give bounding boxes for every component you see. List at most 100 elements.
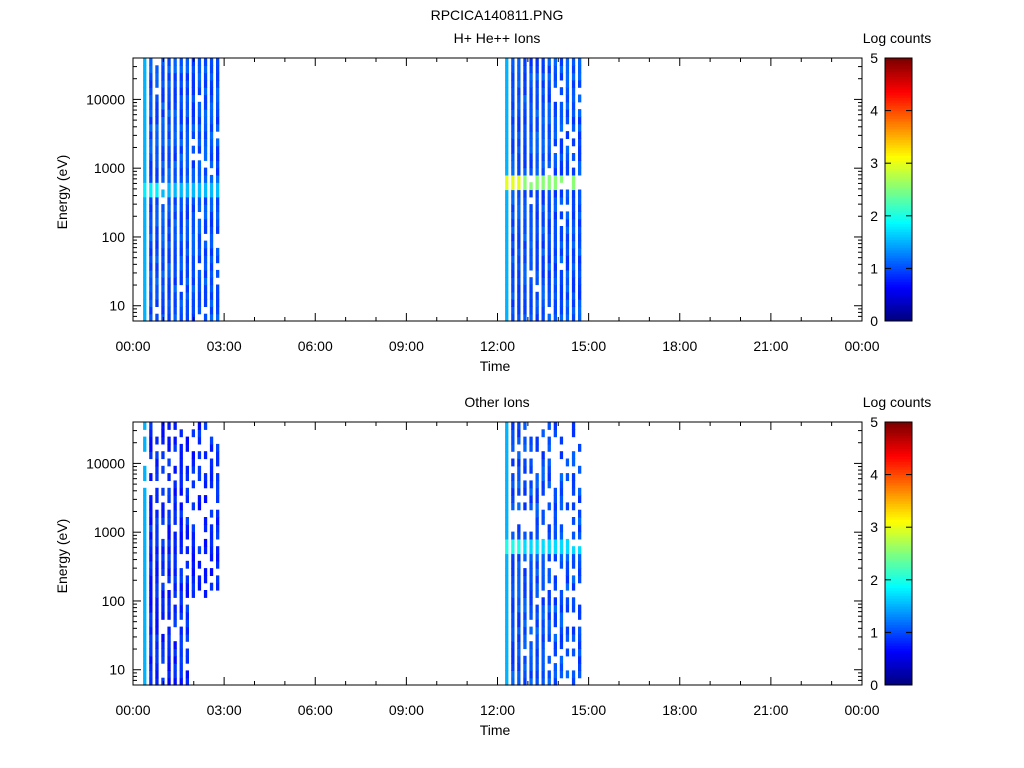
spectrogram-cell xyxy=(541,619,545,628)
spectrogram-cell xyxy=(197,58,202,66)
spectrogram-cell xyxy=(529,153,533,161)
spectrogram-cell xyxy=(535,160,539,169)
spectrogram-cell xyxy=(191,553,195,562)
spectrogram-cell xyxy=(559,473,564,481)
spectrogram-cell xyxy=(203,299,208,307)
spectrogram-cell xyxy=(547,524,551,533)
spectrogram-cell xyxy=(553,123,557,132)
spectrogram-cell xyxy=(571,422,576,430)
spectrogram-cell xyxy=(185,269,189,278)
spectrogram-cell xyxy=(155,299,159,307)
colorbar-segment xyxy=(885,624,912,628)
spectrogram-cell xyxy=(541,582,545,591)
spectrogram-cell xyxy=(143,611,147,620)
spectrogram-cell xyxy=(167,436,171,445)
spectrogram-cell xyxy=(547,575,551,584)
spectrogram-cell xyxy=(149,145,153,154)
spectrogram-cell xyxy=(511,663,515,671)
spectrogram-cell xyxy=(553,269,557,278)
colorbar-segment xyxy=(885,313,912,317)
spectrogram-cell xyxy=(553,240,557,249)
spectrogram-cell xyxy=(559,663,564,671)
spectrogram-cell xyxy=(559,109,564,117)
spectrogram-cell xyxy=(571,101,576,110)
colorbar-segment xyxy=(885,511,912,515)
spectrogram-cell xyxy=(149,306,153,315)
spectrogram-cell xyxy=(167,277,171,286)
spectrogram-cell xyxy=(559,284,564,293)
spectrogram-cell xyxy=(161,655,165,664)
spectrogram-cell xyxy=(155,167,159,176)
spectrogram-cell xyxy=(161,604,165,613)
spectrogram-cell xyxy=(191,575,195,584)
spectrogram-cell xyxy=(173,291,177,300)
spectrogram-cell xyxy=(149,436,153,445)
spectrogram-cell xyxy=(203,546,208,555)
spectrogram-cell xyxy=(547,65,551,74)
spectrogram-cell xyxy=(167,211,171,220)
spectrogram-cell xyxy=(523,269,527,278)
spectrogram-cell xyxy=(191,502,195,511)
colorbar-segment xyxy=(885,556,912,560)
spectrogram-cell xyxy=(571,116,576,125)
spectrogram-cell xyxy=(511,677,515,686)
spectrogram-cell xyxy=(149,597,153,606)
spectrogram-cell xyxy=(523,306,527,315)
spectrogram-cell xyxy=(517,109,521,117)
spectrogram-cell xyxy=(167,160,171,169)
spectrogram-cell xyxy=(505,160,509,169)
colorbar-tick-label: 1 xyxy=(870,624,878,640)
colorbar-segment xyxy=(885,134,912,138)
colorbar-segment xyxy=(885,194,912,198)
spectrogram-cell xyxy=(167,204,171,212)
spectrogram-cell xyxy=(179,480,183,489)
spectrogram-cell xyxy=(203,87,208,96)
colorbar-segment xyxy=(885,590,912,594)
spectrogram-cell xyxy=(529,87,533,96)
colorbar-segment xyxy=(885,448,912,452)
spectrogram-cell xyxy=(185,560,189,569)
spectrogram-cell xyxy=(541,247,545,256)
spectrogram-cell xyxy=(185,655,189,664)
spectrogram-cell xyxy=(547,553,551,562)
colorbar-segment xyxy=(885,500,912,505)
spectrogram-cell xyxy=(529,604,533,613)
spectrogram-cell xyxy=(511,313,515,322)
spectrogram-cell xyxy=(559,611,564,620)
spectrogram-cell xyxy=(179,313,183,322)
spectrogram-cell xyxy=(565,291,570,300)
spectrogram-cell xyxy=(565,502,570,511)
spectrogram-cell xyxy=(143,648,147,657)
spectrogram-cell xyxy=(173,284,177,293)
spectrogram-cell xyxy=(523,153,527,161)
spectrogram-cell xyxy=(511,218,515,227)
spectrogram-cell xyxy=(149,247,153,256)
spectrogram-cell xyxy=(511,299,515,307)
spectrogram-cell xyxy=(209,116,214,125)
spectrogram-cell xyxy=(149,473,153,481)
spectrogram-cell xyxy=(167,611,171,620)
spectrogram-cell xyxy=(161,546,165,555)
colorbar-segment xyxy=(885,249,912,254)
spectrogram-cell xyxy=(541,182,545,191)
spectrogram-cell xyxy=(547,138,551,147)
spectrogram-cell xyxy=(155,218,159,227)
spectrogram-cell xyxy=(149,604,153,613)
spectrogram-cell xyxy=(547,174,551,183)
spectrogram-cell xyxy=(535,218,539,227)
spectrogram-cell xyxy=(547,226,551,234)
spectrogram-cell xyxy=(155,277,159,286)
spectrogram-cell xyxy=(185,167,189,176)
colorbar-segment xyxy=(885,574,912,578)
spectrogram-cell xyxy=(517,480,521,489)
spectrogram-cell xyxy=(571,677,576,686)
spectrogram-cell xyxy=(529,531,533,540)
spectrogram-cell xyxy=(553,306,557,315)
spectrogram-cell xyxy=(149,443,153,452)
spectrogram-cell xyxy=(511,101,515,110)
colorbar-segment xyxy=(885,632,912,636)
colorbar-frame xyxy=(884,421,913,686)
spectrogram-cell xyxy=(565,226,570,234)
spectrogram-cell xyxy=(143,597,147,606)
spectrogram-cell xyxy=(143,182,147,191)
